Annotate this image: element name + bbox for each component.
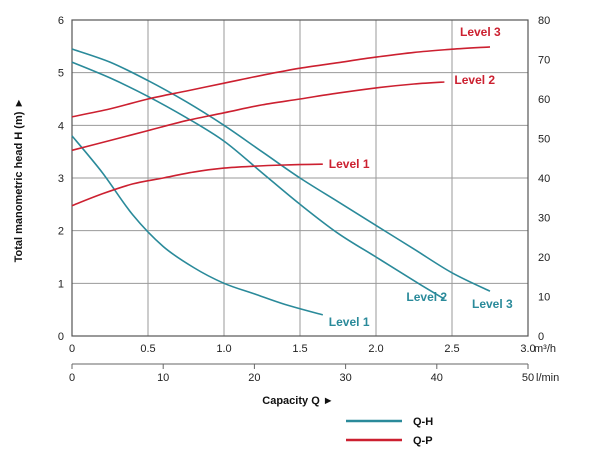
y-tick-label: 3 (58, 173, 64, 185)
x-axis-ticks: 0 0.5 1.0 1.5 2.0 2.5 3.0 (69, 343, 536, 365)
x2-tick-label: 20 (248, 372, 260, 384)
legend-qh-label: Q-H (413, 416, 433, 428)
y-axis-title: Total manometric head H (m) ► (13, 98, 25, 263)
y2-tick-label: 60 (538, 94, 550, 106)
qh-label-1: Level 1 (329, 315, 370, 329)
y-tick-label: 4 (58, 120, 64, 132)
x2-unit-label: l/min (536, 372, 559, 384)
qp-label-1: Level 1 (329, 157, 370, 171)
qp-label-2: Level 2 (454, 73, 495, 87)
x-tick-label: 1.0 (216, 343, 231, 355)
y-tick-label: 5 (58, 68, 64, 80)
x2-tick-label: 0 (69, 372, 75, 384)
qh-curve-3 (71, 48, 491, 292)
y-tick-label: 0 (58, 331, 64, 343)
qp-curve-1 (71, 163, 323, 207)
y-axis-ticks: 0 1 2 3 4 5 6 (58, 15, 64, 343)
x-tick-label: 1.5 (292, 343, 307, 355)
x2-tick-label: 50 (522, 372, 534, 384)
qh-curve-1 (71, 135, 324, 316)
y2-tick-label: 20 (538, 252, 550, 264)
y2-tick-label: 80 (538, 15, 550, 27)
qh-curve-2 (71, 61, 445, 300)
x2-tick-label: 30 (339, 372, 351, 384)
y2-tick-label: 70 (538, 55, 550, 67)
legend-qp-label: Q-P (413, 435, 433, 447)
qp-curve-2 (71, 81, 445, 152)
x2-tick-label: 40 (431, 372, 443, 384)
y2-tick-label: 50 (538, 134, 550, 146)
x-tick-label: 3.0 (520, 343, 535, 355)
qp-label-3: Level 3 (460, 25, 501, 39)
x-axis-title: Capacity Q ► (262, 395, 333, 407)
y-tick-label: 1 (58, 278, 64, 290)
qh-label-2: Level 2 (406, 290, 447, 304)
y-tick-label: 2 (58, 226, 64, 238)
y2-tick-label: 10 (538, 292, 550, 304)
y2-tick-label: 0 (538, 331, 544, 343)
legend: Q-H Q-P (346, 416, 433, 447)
series-lines (71, 46, 491, 316)
x-tick-label: 0.5 (140, 343, 155, 355)
x-unit-label: m³/h (534, 343, 556, 355)
series-labels: Level 1 Level 2 Level 3 Level 1 Level 2 Level… (329, 25, 513, 329)
y2-tick-label: 30 (538, 213, 550, 225)
grid (71, 19, 529, 337)
y-tick-label: 6 (58, 15, 64, 27)
y2-tick-label: 40 (538, 173, 550, 185)
x-tick-label: 2.0 (368, 343, 383, 355)
plot-frame (71, 19, 529, 337)
y2-axis-ticks: 0 10 20 30 40 50 60 70 80 (538, 15, 550, 343)
x-tick-label: 0 (69, 343, 75, 355)
x2-axis-ticks: 0 10 20 30 40 50 (69, 364, 534, 384)
x-tick-label: 2.5 (444, 343, 459, 355)
qh-label-3: Level 3 (472, 297, 513, 311)
qp-curve-3 (71, 46, 491, 118)
x2-tick-label: 10 (157, 372, 169, 384)
